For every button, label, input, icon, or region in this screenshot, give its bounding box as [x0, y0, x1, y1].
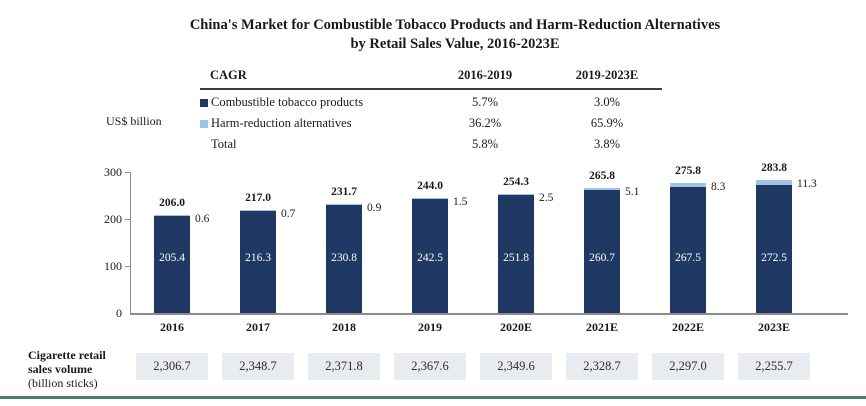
x-axis-label-2017: 2017	[246, 320, 270, 334]
bar-side-label-2017: 0.7	[281, 208, 296, 220]
cagr-col-2019-2023e: 2019-2023E	[575, 68, 639, 82]
y-tick-200: 200	[104, 212, 122, 226]
bar-inside-label-2017: 216.3	[245, 252, 271, 264]
bar-side-label-2018: 0.9	[367, 202, 382, 214]
bar-total-label-2021E: 265.8	[589, 170, 615, 182]
combustible-legend-label: Combustible tobacco products	[211, 95, 364, 109]
chart-title-line2: by Retail Sales Value, 2016-2023E	[350, 36, 560, 52]
bar-combustible-segment-2019	[412, 199, 448, 313]
y-tick-100: 100	[104, 259, 122, 273]
x-axis-label-2021E: 2021E	[585, 320, 618, 334]
bar-harm-reduction-segment-2020E	[498, 194, 534, 195]
bar-harm-reduction-segment-2016	[154, 215, 190, 216]
bar-harm-reduction-segment-2023E	[756, 180, 792, 185]
x-axis-label-2018: 2018	[332, 320, 356, 334]
footer-label-line1: Cigarette retail	[28, 348, 106, 362]
harm-reduction-legend-label: Harm-reduction alternatives	[211, 116, 352, 130]
cagr-header-rule	[200, 88, 662, 90]
bar-combustible-segment-2017	[240, 211, 276, 313]
y-axis-line	[130, 172, 131, 313]
bar-harm-reduction-segment-2022E	[670, 183, 706, 187]
footer-value-box-2022E: 2,297.0	[652, 353, 724, 380]
cagr-table-header: CAGR	[210, 68, 247, 82]
combustible-cagr-2016-2019: 5.7%	[471, 95, 499, 109]
harm-reduction-cagr-2019-2023e: 65.9%	[590, 116, 624, 130]
bar-side-label-2023E: 11.3	[797, 178, 817, 190]
cagr-col-2016-2019: 2016-2019	[457, 68, 513, 82]
bar-harm-reduction-segment-2018	[326, 204, 362, 205]
footer-value-box-2016: 2,306.7	[136, 353, 208, 380]
footer-value-box-2018: 2,371.8	[308, 353, 380, 380]
bar-combustible-segment-2023E	[756, 185, 792, 313]
chart-title-line1: China's Market for Combustible Tobacco P…	[189, 17, 721, 33]
footer-value-box-2023E: 2,255.7	[738, 353, 810, 380]
footer-value-box-2020E: 2,349.6	[480, 353, 552, 380]
total-cagr-2019-2023e: 3.8%	[593, 137, 621, 151]
y-tick-0: 0	[116, 306, 122, 320]
bar-combustible-segment-2016	[154, 216, 190, 313]
harm-reduction-legend-swatch	[200, 120, 208, 128]
bar-side-label-2022E: 8.3	[711, 181, 726, 193]
bar-inside-label-2018: 230.8	[331, 252, 357, 264]
y-tick-300: 300	[104, 165, 122, 179]
x-axis-label-2016: 2016	[160, 320, 184, 334]
x-axis-line	[130, 313, 848, 315]
total-cagr-2016-2019: 5.8%	[471, 137, 499, 151]
bar-combustible-segment-2020E	[498, 195, 534, 313]
bar-side-label-2016: 0.6	[195, 213, 210, 225]
bar-harm-reduction-segment-2017	[240, 210, 276, 211]
bar-inside-label-2016: 205.4	[159, 252, 185, 264]
y-tick-mark-100	[125, 266, 130, 267]
bar-combustible-segment-2021E	[584, 190, 620, 313]
bar-total-label-2016: 206.0	[159, 197, 185, 209]
bar-total-label-2022E: 275.8	[675, 165, 701, 177]
bar-side-label-2021E: 5.1	[625, 186, 640, 198]
total-row-label: Total	[211, 137, 237, 151]
y-tick-mark-300	[125, 172, 130, 173]
bar-inside-label-2022E: 267.5	[675, 252, 701, 264]
bar-inside-label-2021E: 260.7	[589, 252, 615, 264]
harm-reduction-cagr-2016-2019: 36.2%	[468, 116, 502, 130]
footer-label-line2: sales volume	[28, 362, 93, 376]
bar-combustible-segment-2018	[326, 205, 362, 313]
y-tick-mark-200	[125, 219, 130, 220]
bar-combustible-segment-2022E	[670, 187, 706, 313]
bar-inside-label-2023E: 272.5	[761, 252, 787, 264]
combustible-cagr-2019-2023e: 3.0%	[593, 95, 621, 109]
bar-side-label-2019: 1.5	[453, 196, 468, 208]
bar-total-label-2020E: 254.3	[503, 176, 529, 188]
footer-value-box-2017: 2,348.7	[222, 353, 294, 380]
footer-value-box-2021E: 2,328.7	[566, 353, 638, 380]
bar-side-label-2020E: 2.5	[539, 192, 554, 204]
x-axis-label-2019: 2019	[418, 320, 442, 334]
x-axis-label-2023E: 2023E	[757, 320, 790, 334]
bar-total-label-2018: 231.7	[331, 186, 357, 198]
combustible-legend-swatch	[200, 99, 208, 107]
footer-label-line3: (billion sticks)	[28, 376, 98, 390]
x-axis-label-2022E: 2022E	[671, 320, 704, 334]
bar-harm-reduction-segment-2019	[412, 198, 448, 199]
y-axis-unit-label: US$ billion	[106, 114, 162, 128]
bar-inside-label-2020E: 251.8	[503, 252, 529, 264]
bar-total-label-2023E: 283.8	[761, 162, 787, 174]
bottom-divider-rule	[0, 396, 866, 399]
bar-harm-reduction-segment-2021E	[584, 188, 620, 190]
bar-inside-label-2019: 242.5	[417, 252, 443, 264]
bar-total-label-2017: 217.0	[245, 192, 271, 204]
bar-total-label-2019: 244.0	[417, 180, 443, 192]
footer-value-box-2019: 2,367.6	[394, 353, 466, 380]
x-axis-label-2020E: 2020E	[499, 320, 532, 334]
